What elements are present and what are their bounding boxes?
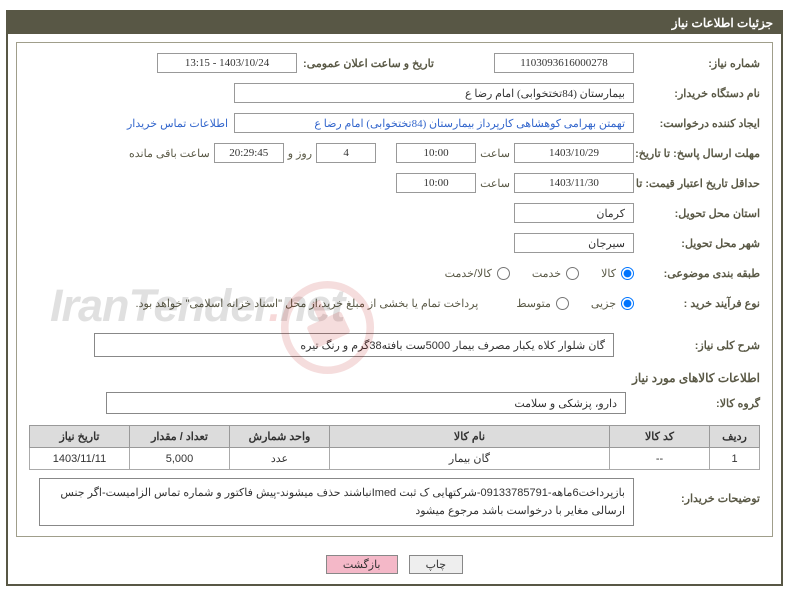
- radio-medium-input[interactable]: [556, 297, 569, 310]
- goods-section-label: اطلاعات کالاهای مورد نیاز: [29, 371, 760, 385]
- cell-date: 1403/11/11: [30, 448, 130, 470]
- buyer-desc-field: بازپرداخت6ماهه-09133785791-شرکتهایی ک ثب…: [39, 478, 634, 526]
- radio-both-input[interactable]: [497, 267, 510, 280]
- category-label: طبقه بندی موضوعی:: [640, 267, 760, 280]
- radio-small[interactable]: جزیی: [591, 297, 634, 310]
- need-number-field: 1103093616000278: [494, 53, 634, 73]
- col-code: کد کالا: [610, 426, 710, 448]
- remaining-label: ساعت باقی مانده: [129, 147, 210, 160]
- radio-goods-input[interactable]: [621, 267, 634, 280]
- group-field: دارو، پزشکی و سلامت: [106, 392, 626, 414]
- radio-goods[interactable]: کالا: [601, 267, 634, 280]
- buyer-name-field: بیمارستان (84تختخوابی) امام رضا ع: [234, 83, 634, 103]
- cell-num: 1: [710, 448, 760, 470]
- process-label: نوع فرآیند خرید :: [640, 297, 760, 310]
- buyer-name-label: نام دستگاه خریدار:: [640, 87, 760, 100]
- print-button[interactable]: چاپ: [409, 555, 464, 574]
- province-field: کرمان: [514, 203, 634, 223]
- col-qty: تعداد / مقدار: [130, 426, 230, 448]
- overall-label: شرح کلی نیاز:: [640, 339, 760, 352]
- city-field: سیرجان: [514, 233, 634, 253]
- price-date-field: 1403/11/30: [514, 173, 634, 193]
- buyer-contact-link[interactable]: اطلاعات تماس خریدار: [127, 117, 228, 130]
- radio-both[interactable]: کالا/خدمت: [445, 267, 510, 280]
- cell-name: گان بیمار: [330, 448, 610, 470]
- col-need-date: تاریخ نیاز: [30, 426, 130, 448]
- reply-time-field: 10:00: [396, 143, 476, 163]
- cell-qty: 5,000: [130, 448, 230, 470]
- payment-note: پرداخت تمام یا بخشی از مبلغ خرید،از محل …: [136, 297, 479, 310]
- items-table: ردیف کد کالا نام کالا واحد شمارش تعداد /…: [29, 425, 760, 470]
- radio-small-input[interactable]: [621, 297, 634, 310]
- announce-label: تاریخ و ساعت اعلان عمومی:: [303, 57, 434, 70]
- col-name: نام کالا: [330, 426, 610, 448]
- reply-deadline-label: مهلت ارسال پاسخ: تا تاریخ:: [640, 147, 760, 160]
- table-row: 1 -- گان بیمار عدد 5,000 1403/11/11: [30, 448, 760, 470]
- need-number-label: شماره نیاز:: [640, 57, 760, 70]
- remaining-time-field: 20:29:45: [214, 143, 284, 163]
- overall-desc-field: گان شلوار کلاه یکبار مصرف بیمار 5000ست ب…: [94, 333, 614, 357]
- radio-service-input[interactable]: [566, 267, 579, 280]
- back-button[interactable]: بازگشت: [326, 555, 398, 574]
- group-label: گروه کالا:: [640, 397, 760, 410]
- radio-service[interactable]: خدمت: [532, 267, 579, 280]
- price-time-field: 10:00: [396, 173, 476, 193]
- hour-label-2: ساعت: [480, 177, 510, 190]
- announce-date-field: 1403/10/24 - 13:15: [157, 53, 297, 73]
- panel-title: جزئیات اطلاعات نیاز: [8, 12, 781, 34]
- requester-label: ایجاد کننده درخواست:: [640, 117, 760, 130]
- buyer-desc-label: توضیحات خریدار:: [640, 492, 760, 505]
- cell-code: --: [610, 448, 710, 470]
- city-label: شهر محل تحویل:: [640, 237, 760, 250]
- radio-medium[interactable]: متوسط: [516, 297, 569, 310]
- days-field: 4: [316, 143, 376, 163]
- reply-date-field: 1403/10/29: [514, 143, 634, 163]
- col-row: ردیف: [710, 426, 760, 448]
- col-unit: واحد شمارش: [230, 426, 330, 448]
- price-valid-label: حداقل تاریخ اعتبار قیمت: تا تاریخ:: [640, 177, 760, 190]
- hour-label-1: ساعت: [480, 147, 510, 160]
- days-and-label: روز و: [288, 147, 312, 160]
- cell-unit: عدد: [230, 448, 330, 470]
- requester-field: تهمتن بهرامی کوهشاهی کارپرداز بیمارستان …: [234, 113, 634, 133]
- province-label: استان محل تحویل:: [640, 207, 760, 220]
